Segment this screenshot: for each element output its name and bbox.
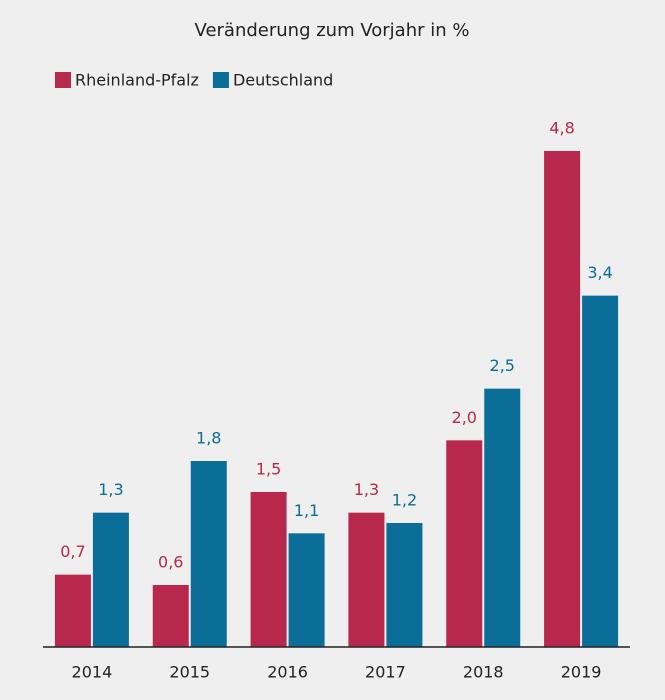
legend-swatch xyxy=(55,72,71,88)
bar xyxy=(446,440,483,647)
bar xyxy=(54,574,91,647)
legend-label: Rheinland-Pfalz xyxy=(75,71,199,90)
bar xyxy=(386,523,423,647)
x-tick-label: 2015 xyxy=(169,663,210,682)
bar xyxy=(288,533,325,647)
x-tick-label: 2019 xyxy=(561,663,602,682)
value-label: 4,8 xyxy=(549,119,574,138)
bar xyxy=(582,295,619,647)
bar xyxy=(544,151,581,647)
x-tick-label: 2018 xyxy=(463,663,504,682)
value-label: 1,5 xyxy=(256,460,281,479)
bar xyxy=(152,585,189,647)
chart-title: Veränderung zum Vorjahr in % xyxy=(195,20,470,41)
x-tick-label: 2017 xyxy=(365,663,406,682)
bar xyxy=(92,512,129,647)
value-label: 0,6 xyxy=(158,553,183,572)
bar xyxy=(190,461,227,647)
value-label: 1,3 xyxy=(98,480,123,499)
value-label: 1,3 xyxy=(354,480,379,499)
legend-swatch xyxy=(212,72,229,88)
bar xyxy=(484,388,521,647)
value-label: 3,4 xyxy=(587,263,612,282)
x-tick-label: 2016 xyxy=(267,663,308,682)
bar xyxy=(348,512,385,647)
value-label: 2,5 xyxy=(490,356,515,375)
value-label: 1,1 xyxy=(294,501,319,520)
bar xyxy=(250,492,287,647)
legend-label: Deutschland xyxy=(233,71,333,90)
value-label: 1,2 xyxy=(392,491,417,510)
value-label: 1,8 xyxy=(196,429,221,448)
value-label: 2,0 xyxy=(452,408,477,427)
x-tick-label: 2014 xyxy=(72,663,113,682)
value-label: 0,7 xyxy=(60,542,85,561)
